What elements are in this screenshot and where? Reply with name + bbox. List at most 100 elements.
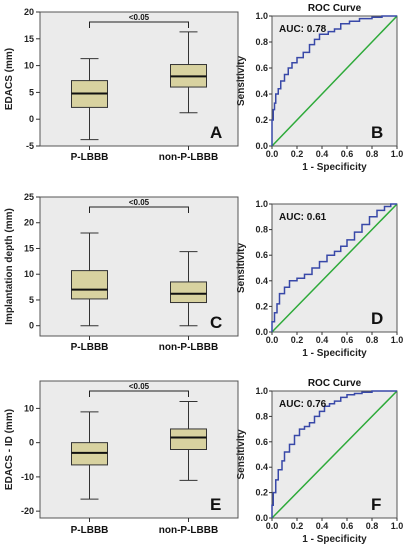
y-tick-label: 5 (29, 295, 34, 305)
roc-panel-D: 0.00.0 0.2 0.2 0.4 0.4 0.6 0.6 0.8 0.8 1.0 1.0 1 - … (236, 199, 403, 359)
y-tick-label: 1.0 (255, 386, 268, 396)
y-tick-label: 10 (24, 269, 34, 279)
y-tick-label: 20 (24, 218, 34, 228)
y-tick-label: 0.8 (255, 225, 268, 235)
box-non-P-LBBB: non-P-LBBB (159, 31, 218, 163)
y-tick-label: 0 (29, 114, 34, 124)
y-tick-label: 0.0 (255, 327, 268, 337)
x-tick-label: 0.4 (316, 521, 329, 531)
y-axis-label: Sensitivity (236, 429, 247, 479)
panel-label: F (371, 495, 381, 514)
y-tick-label: 1.0 (255, 11, 268, 21)
y-tick-label: 0.2 (255, 115, 268, 125)
y-axis-label: EDACS - ID (mm) (4, 409, 15, 490)
y-tick-label: 0.4 (255, 276, 268, 286)
x-tick-label: 1.0 (391, 521, 404, 531)
auc-label: AUC: 0.76 (279, 399, 327, 410)
significance-bracket (89, 206, 189, 213)
x-tick-label: 0.0 (266, 149, 279, 159)
category-label: P-LBBB (71, 342, 109, 353)
boxplot-panel-A: -5 0 5 10 15 20 EDACS (mm) P-LBBB non-P-LBBB <0.0… (4, 7, 239, 163)
y-tick-label: -20 (21, 506, 34, 516)
panel-label: D (371, 309, 383, 328)
y-tick-label: 0.2 (255, 301, 268, 311)
y-tick-label: 0.0 (255, 141, 268, 151)
x-tick-label: 0.6 (341, 521, 354, 531)
y-tick-label: 25 (24, 192, 34, 202)
x-tick-label: 0.6 (341, 149, 354, 159)
y-tick-label: 0.4 (255, 89, 268, 99)
boxplot-panel-E: -20 -10 0 10 EDACS - ID (mm) P-LBBB non-P-LBBB… (4, 380, 239, 536)
significance-label: <0.05 (129, 198, 150, 207)
y-axis-label: Implantation depth (mm) (4, 208, 15, 325)
roc-panel-F: ROC Curve 0.00.0 0.2 0.2 0.4 0.4 0.6 0.6 0.8 0.8 1… (236, 378, 403, 545)
panel-label: E (210, 495, 221, 514)
panel-label: B (371, 123, 383, 142)
x-tick-label: 1.0 (391, 149, 404, 159)
box-P-LBBB: P-LBBB (71, 232, 109, 353)
category-label: non-P-LBBB (159, 525, 218, 536)
x-tick-label: 0.2 (291, 521, 304, 531)
y-tick-label: 0.6 (255, 250, 268, 260)
x-tick-label: 0.8 (366, 335, 379, 345)
y-tick-label: 0.8 (255, 37, 268, 47)
significance-bracket (89, 21, 189, 28)
category-label: P-LBBB (71, 152, 109, 163)
reference-diagonal (271, 390, 398, 519)
y-axis-label: Sensitivity (236, 56, 247, 106)
panel-label: C (210, 313, 222, 332)
y-tick-label: 0.8 (255, 411, 268, 421)
plot-area (39, 11, 239, 147)
significance-bracket (89, 390, 189, 397)
category-label: non-P-LBBB (159, 152, 218, 163)
x-tick-label: 0.8 (366, 521, 379, 531)
y-tick-label: -10 (21, 472, 34, 482)
y-tick-label: 0 (29, 321, 34, 331)
box-non-P-LBBB: non-P-LBBB (159, 401, 218, 536)
x-axis-label: 1 - Specificity (302, 534, 367, 545)
y-tick-label: 15 (24, 34, 34, 44)
y-tick-label: 1.0 (255, 199, 268, 209)
x-tick-label: 0.8 (366, 149, 379, 159)
chart-title: ROC Curve (308, 3, 362, 14)
category-label: non-P-LBBB (159, 342, 218, 353)
y-tick-label: 0.4 (255, 462, 268, 472)
box-non-P-LBBB: non-P-LBBB (159, 251, 218, 353)
category-label: P-LBBB (71, 525, 109, 536)
y-tick-label: 20 (24, 7, 34, 17)
significance-label: <0.05 (129, 382, 150, 391)
x-tick-label: 0.4 (316, 149, 329, 159)
roc-curve (271, 203, 397, 332)
box-P-LBBB: P-LBBB (71, 411, 109, 536)
roc-curve (271, 390, 397, 518)
x-tick-label: 0.0 (266, 335, 279, 345)
y-tick-label: 15 (24, 243, 34, 253)
iqr-box (71, 270, 108, 300)
x-tick-label: 0.2 (291, 335, 304, 345)
plot-area (39, 380, 239, 519)
y-axis-label: EDACS (mm) (4, 48, 15, 110)
box-P-LBBB: P-LBBB (71, 58, 109, 163)
y-tick-label: 0.2 (255, 488, 268, 498)
significance-label: <0.05 (129, 13, 150, 22)
y-axis-label: Sensitivity (236, 243, 247, 293)
y-tick-label: 0 (29, 438, 34, 448)
plot-area (39, 196, 239, 337)
y-tick-label: 0.0 (255, 513, 268, 523)
x-tick-label: 0.2 (291, 149, 304, 159)
reference-diagonal (271, 203, 398, 333)
roc-curve (271, 15, 397, 146)
y-tick-label: 10 (24, 403, 34, 413)
y-tick-label: 5 (29, 87, 34, 97)
reference-diagonal (271, 15, 398, 147)
x-axis-label: 1 - Specificity (302, 348, 367, 359)
roc-panel-B: ROC Curve 0.00.0 0.2 0.2 0.4 0.4 0.6 0.6 0.8 0.8 1… (236, 3, 403, 173)
x-tick-label: 0.0 (266, 521, 279, 531)
x-tick-label: 1.0 (391, 335, 404, 345)
iqr-box (170, 281, 207, 304)
iqr-box (170, 428, 207, 451)
y-tick-label: 0.6 (255, 437, 268, 447)
x-tick-label: 0.4 (316, 335, 329, 345)
auc-label: AUC: 0.61 (279, 212, 327, 223)
